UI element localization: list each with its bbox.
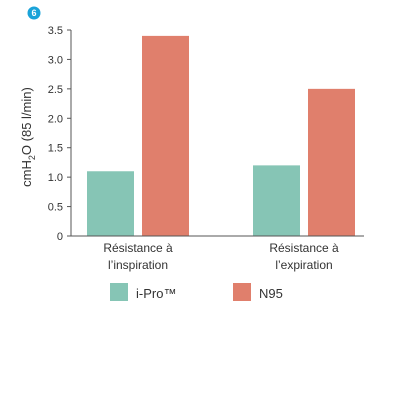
category-label-line: l’inspiration	[108, 258, 168, 272]
bar-ipro-1	[87, 171, 134, 236]
category-labels: Résistance à l’inspiration Résistance à l’e…	[103, 241, 339, 272]
figure-badge: 6	[27, 6, 41, 20]
category-label-line: l’expiration	[275, 258, 332, 272]
y-axis-label-subscript: 2	[27, 155, 37, 160]
legend: i-Pro™ N95	[110, 283, 283, 301]
bars	[87, 35, 355, 237]
y-tick-label: 3.5	[48, 25, 63, 37]
y-axis-label-main: cmH	[19, 160, 34, 187]
y-tick-label: 3.0	[48, 54, 63, 66]
y-tick-label: 0	[57, 231, 63, 243]
bar-n95-2	[308, 88, 355, 236]
badge-number: 6	[31, 8, 36, 18]
y-tick-label: 2.0	[48, 113, 63, 125]
legend-label: N95	[259, 286, 283, 301]
y-axis-label-rest: O (85 l/min)	[19, 87, 34, 155]
bar-ipro-2	[253, 165, 300, 236]
y-tick-label: 1.5	[48, 143, 63, 155]
legend-swatch	[233, 283, 251, 301]
category-label: Résistance à l’inspiration	[103, 241, 173, 272]
category-label: Résistance à l’expiration	[269, 241, 339, 272]
badge-circle	[27, 6, 41, 20]
y-tick-label: 2.5	[48, 84, 63, 96]
y-tick-label: 1.0	[48, 172, 63, 184]
y-axis-label: cmH2O (85 l/min)	[19, 87, 37, 187]
y-tick-label: 0.5	[48, 202, 63, 214]
category-label-line: Résistance à	[269, 241, 339, 255]
bar-n95-1	[142, 35, 189, 237]
legend-label: i-Pro™	[136, 286, 176, 301]
y-axis: 0 0.5 1.0 1.5 2.0 2.5 3.0 3.5	[48, 25, 72, 243]
legend-swatch	[110, 283, 128, 301]
category-label-line: Résistance à	[103, 241, 173, 255]
